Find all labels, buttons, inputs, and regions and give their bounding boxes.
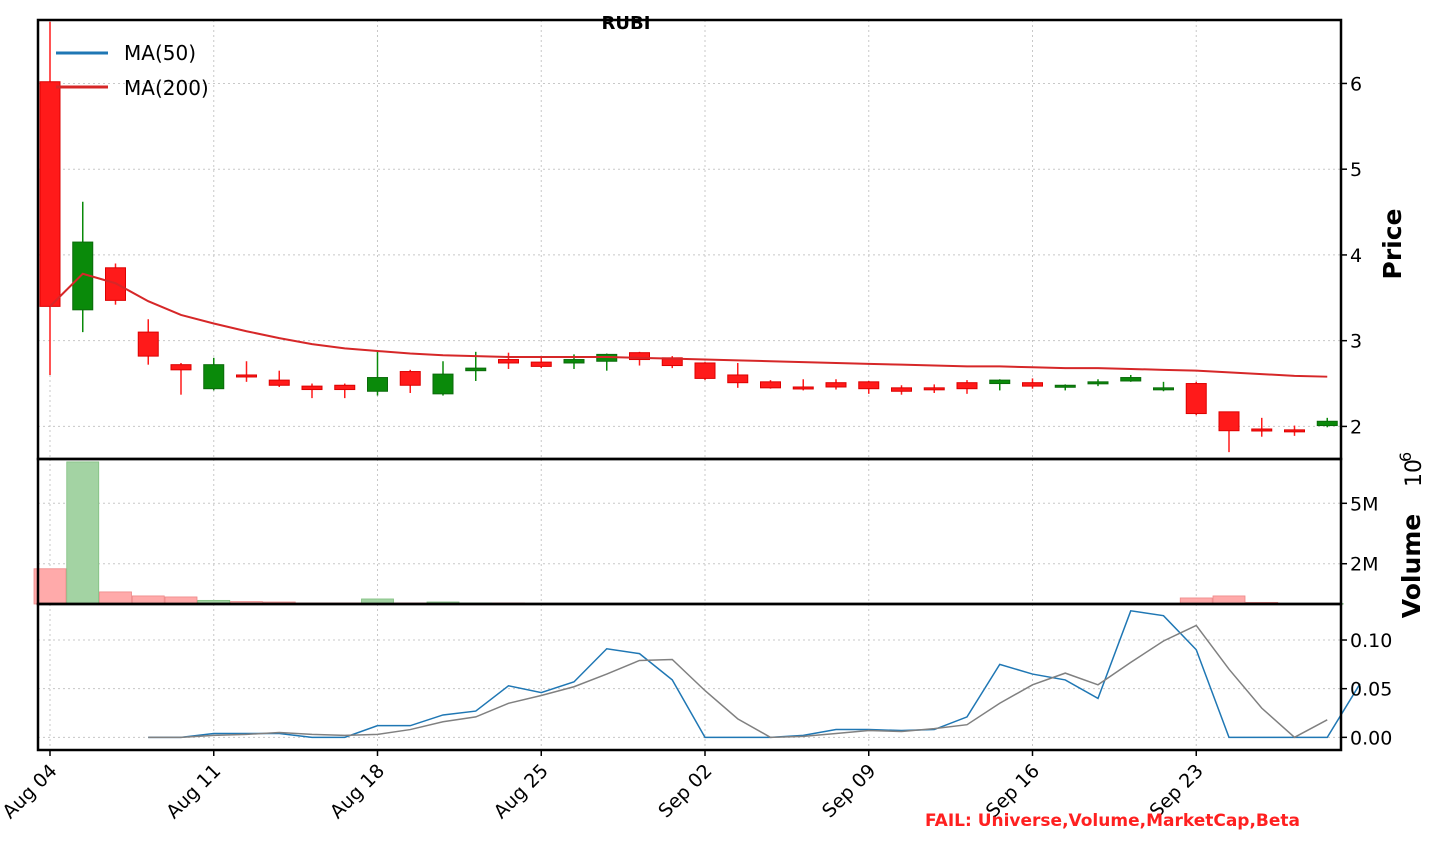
candle-body [498, 359, 519, 364]
legend-label-ma200: MA(200) [124, 76, 209, 100]
chart-title: RUBI [602, 13, 651, 34]
indicator-line-1 [148, 609, 1361, 739]
ma200-line [49, 272, 1328, 378]
x-tick-label: Aug 04 [0, 760, 62, 823]
price-tick-label: 2 [1350, 416, 1362, 438]
candle-body [203, 364, 225, 390]
candle-body [39, 81, 61, 307]
candle-body [1218, 411, 1240, 432]
panel-frames [36, 18, 1343, 752]
candle-body [1054, 384, 1076, 388]
candle-body [170, 364, 192, 371]
candle-body [923, 387, 945, 391]
volume-tick-label: 5M [1350, 493, 1378, 515]
price-tick-label: 6 [1350, 73, 1362, 95]
indicator-tick-label: 0.05 [1350, 679, 1392, 701]
volume-panel-frame [36, 457, 1343, 606]
indicator-tick-label: 0.10 [1350, 630, 1392, 652]
price-tick-label: 4 [1350, 245, 1362, 267]
candle-body [760, 381, 781, 389]
candle-body [1316, 420, 1338, 427]
volume-axis-title: Volume [1397, 514, 1426, 619]
candle-body [1284, 429, 1305, 433]
volume-exponent-base: 10 [1402, 459, 1427, 487]
x-tick-label: Sep 09 [818, 760, 880, 822]
volume-bar [99, 591, 132, 605]
candle-body [465, 367, 487, 372]
candle-body [1153, 387, 1174, 391]
price-axis-title: Price [1378, 209, 1407, 280]
candle-body [137, 331, 159, 357]
candle-body [825, 382, 847, 388]
grid-layer [38, 20, 1341, 750]
x-tick-label: Aug 25 [490, 760, 553, 823]
legend: MA(50) MA(200) [56, 41, 209, 100]
candle-body [629, 352, 650, 361]
candle-body [792, 386, 814, 390]
candle-body [989, 379, 1011, 385]
legend-label-ma50: MA(50) [124, 41, 196, 65]
x-tick-label: Sep 02 [654, 760, 716, 822]
candle-body [694, 362, 716, 379]
candle-body [1087, 381, 1109, 385]
indicator-line-2 [148, 624, 1328, 739]
volume-bar [66, 461, 100, 605]
candle-body [236, 374, 257, 378]
x-tick-label: Aug 11 [162, 760, 225, 823]
candle-body [334, 384, 356, 391]
candlesticks [39, 21, 1338, 453]
volume-exponent-power: 6 [1396, 452, 1415, 462]
candle-body [891, 387, 912, 392]
candle-body [367, 377, 388, 392]
candle-body [1251, 428, 1273, 432]
volume-exponent: 10 6 [1396, 452, 1427, 487]
indicator-tick-label: 0.00 [1350, 727, 1392, 749]
price-tick-label: 5 [1350, 159, 1362, 181]
candle-body [563, 359, 585, 364]
series-lines [49, 272, 1361, 739]
fail-message: FAIL: Universe,Volume,MarketCap,Beta [925, 811, 1300, 831]
candle-body [268, 379, 290, 386]
candle-body [1120, 377, 1142, 382]
candle-body [399, 371, 421, 386]
candle-body [301, 385, 323, 391]
candle-body [858, 381, 880, 390]
volume-tick-label: 2M [1350, 554, 1378, 576]
price-panel-frame [36, 18, 1343, 461]
volume-bars [33, 461, 1344, 605]
candle-body [727, 374, 749, 384]
indicator-panel-frame [36, 602, 1343, 752]
candle-body [432, 373, 454, 395]
candle-body [1185, 383, 1207, 415]
candle-body [530, 361, 552, 367]
volume-bar [33, 568, 67, 605]
price-tick-label: 3 [1350, 331, 1362, 353]
tick-labels: Aug 04 Aug 11 Aug 18 Aug 25 Sep 02 Sep 09 Sep … [0, 73, 1392, 823]
x-tick-label: Aug 18 [326, 760, 389, 823]
candle-body [1022, 382, 1043, 387]
candle-body [956, 382, 978, 390]
